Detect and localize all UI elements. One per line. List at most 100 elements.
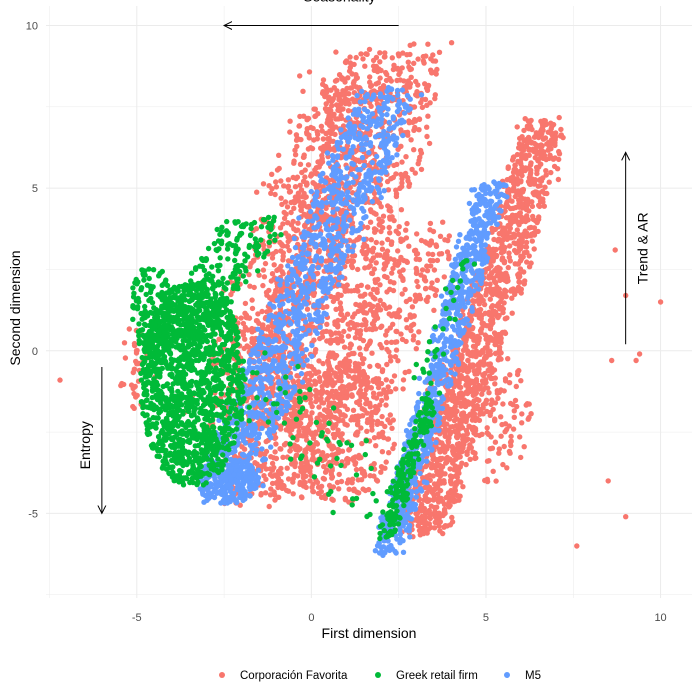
- point-corporacion-favorita: [453, 464, 460, 470]
- point-corporacion-favorita: [468, 364, 474, 370]
- point-corporacion-favorita: [374, 68, 381, 75]
- point-corporacion-favorita: [373, 309, 379, 315]
- point-corporacion-favorita: [281, 183, 287, 189]
- point-corporacion-favorita: [278, 195, 284, 201]
- point-corporacion-favorita: [499, 329, 506, 336]
- point-corporacion-favorita: [388, 208, 394, 214]
- point-corporacion-favorita: [316, 358, 322, 364]
- point-corporacion-favorita: [403, 258, 410, 264]
- point-m5: [374, 153, 380, 160]
- point-corporacion-favorita: [474, 371, 480, 377]
- point-corporacion-favorita: [636, 351, 643, 357]
- point-corporacion-favorita: [524, 200, 530, 206]
- point-corporacion-favorita: [310, 451, 316, 457]
- point-corporacion-favorita: [320, 413, 326, 419]
- point-corporacion-favorita: [306, 203, 312, 210]
- point-corporacion-favorita: [355, 266, 361, 273]
- point-corporacion-favorita: [411, 313, 417, 319]
- point-corporacion-favorita: [318, 123, 325, 129]
- point-corporacion-favorita: [361, 356, 367, 362]
- point-corporacion-favorita: [416, 527, 423, 534]
- point-corporacion-favorita: [537, 155, 543, 161]
- point-corporacion-favorita: [358, 51, 364, 57]
- point-m5: [296, 215, 302, 221]
- point-corporacion-favorita: [271, 262, 277, 268]
- point-corporacion-favorita: [345, 75, 351, 81]
- point-corporacion-favorita: [450, 450, 456, 457]
- point-m5: [299, 289, 305, 295]
- point-corporacion-favorita: [287, 118, 293, 124]
- point-corporacion-favorita: [374, 252, 381, 258]
- point-corporacion-favorita: [334, 77, 340, 83]
- point-corporacion-favorita: [412, 124, 418, 131]
- point-corporacion-favorita: [245, 327, 251, 333]
- point-corporacion-favorita: [342, 288, 348, 294]
- point-m5: [390, 96, 396, 102]
- point-m5: [308, 188, 314, 195]
- point-corporacion-favorita: [301, 200, 307, 206]
- point-corporacion-favorita: [433, 71, 439, 77]
- point-corporacion-favorita: [398, 236, 404, 242]
- point-corporacion-favorita: [384, 178, 391, 185]
- point-corporacion-favorita: [465, 387, 471, 393]
- point-corporacion-favorita: [609, 357, 615, 364]
- point-corporacion-favorita: [472, 343, 478, 350]
- point-corporacion-favorita: [440, 219, 446, 225]
- point-corporacion-favorita: [468, 444, 474, 451]
- point-corporacion-favorita: [495, 301, 502, 307]
- point-corporacion-favorita: [479, 431, 485, 437]
- point-corporacion-favorita: [399, 65, 405, 71]
- point-corporacion-favorita: [301, 472, 307, 478]
- point-corporacion-favorita: [489, 225, 495, 232]
- point-corporacion-favorita: [324, 304, 330, 310]
- point-corporacion-favorita: [390, 321, 396, 327]
- point-corporacion-favorita: [442, 449, 448, 455]
- point-corporacion-favorita: [359, 470, 366, 476]
- point-corporacion-favorita: [336, 106, 342, 112]
- point-corporacion-favorita: [333, 49, 339, 55]
- point-corporacion-favorita: [523, 239, 530, 246]
- point-corporacion-favorita: [522, 216, 528, 223]
- point-corporacion-favorita: [383, 377, 389, 383]
- point-corporacion-favorita: [366, 486, 372, 493]
- point-corporacion-favorita: [410, 337, 416, 343]
- point-corporacion-favorita: [510, 205, 516, 211]
- point-corporacion-favorita: [514, 124, 520, 130]
- point-corporacion-favorita: [344, 311, 351, 317]
- point-corporacion-favorita: [294, 373, 300, 379]
- point-corporacion-favorita: [489, 251, 495, 257]
- point-corporacion-favorita: [319, 390, 325, 396]
- point-corporacion-favorita: [548, 126, 554, 132]
- point-corporacion-favorita: [413, 346, 419, 352]
- point-corporacion-favorita: [515, 261, 522, 267]
- point-m5: [369, 159, 375, 166]
- point-corporacion-favorita: [447, 522, 454, 528]
- point-corporacion-favorita: [425, 113, 431, 119]
- point-corporacion-favorita: [431, 267, 438, 273]
- point-corporacion-favorita: [285, 476, 292, 482]
- point-corporacion-favorita: [279, 201, 285, 208]
- point-corporacion-favorita: [121, 340, 128, 346]
- point-corporacion-favorita: [492, 381, 498, 387]
- point-corporacion-favorita: [487, 335, 493, 341]
- point-corporacion-favorita: [388, 388, 394, 395]
- point-m5: [343, 155, 349, 161]
- point-corporacion-favorita: [522, 278, 528, 284]
- point-corporacion-favorita: [311, 366, 317, 373]
- point-corporacion-favorita: [352, 335, 359, 341]
- point-corporacion-favorita: [348, 319, 354, 326]
- point-corporacion-favorita: [337, 300, 343, 306]
- point-corporacion-favorita: [352, 311, 358, 317]
- point-corporacion-favorita: [513, 383, 519, 390]
- point-corporacion-favorita: [385, 236, 391, 243]
- point-corporacion-favorita: [453, 472, 459, 479]
- point-corporacion-favorita: [511, 414, 517, 420]
- point-m5: [330, 209, 336, 215]
- point-corporacion-favorita: [349, 85, 355, 91]
- point-corporacion-favorita: [487, 348, 493, 354]
- point-m5: [309, 342, 315, 349]
- point-corporacion-favorita: [240, 320, 247, 327]
- point-corporacion-favorita: [338, 369, 345, 375]
- point-corporacion-favorita: [280, 221, 286, 227]
- point-corporacion-favorita: [306, 382, 312, 388]
